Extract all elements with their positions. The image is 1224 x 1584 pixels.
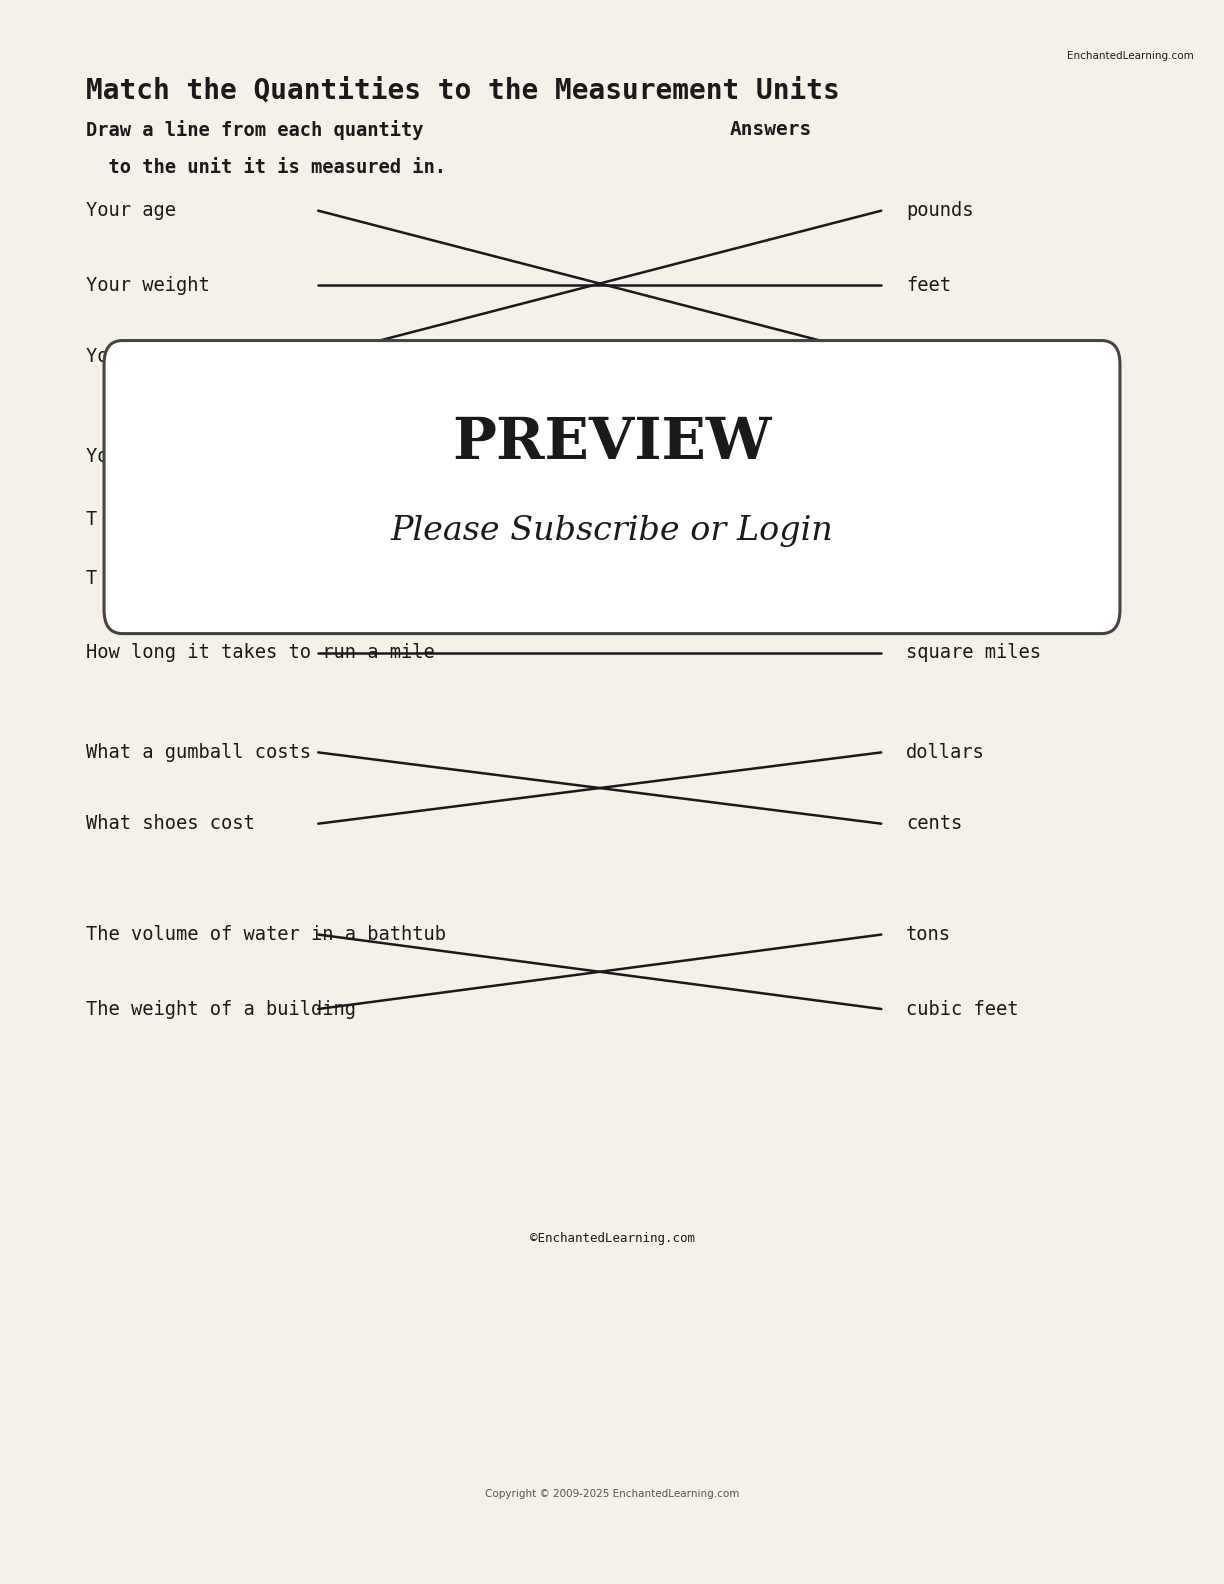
Text: cubic feet: cubic feet bbox=[906, 1000, 1018, 1019]
Text: ©EnchantedLearning.com: ©EnchantedLearning.com bbox=[530, 1232, 694, 1245]
Text: Your weight: Your weight bbox=[86, 276, 209, 295]
Text: EnchantedLearning.com: EnchantedLearning.com bbox=[1066, 51, 1193, 60]
Text: Draw a line from each quantity: Draw a line from each quantity bbox=[86, 120, 424, 141]
Text: PREVIEW: PREVIEW bbox=[452, 415, 772, 470]
Text: The weight of a building: The weight of a building bbox=[86, 1000, 356, 1019]
Text: The volume of water in a bathtub: The volume of water in a bathtub bbox=[86, 925, 446, 944]
Text: square miles: square miles bbox=[906, 643, 1040, 662]
Text: tons: tons bbox=[906, 925, 951, 944]
Text: square feet: square feet bbox=[906, 447, 1029, 466]
Text: Copyright © 2009-2025 EnchantedLearning.com: Copyright © 2009-2025 EnchantedLearning.… bbox=[485, 1489, 739, 1498]
Text: feet: feet bbox=[906, 276, 951, 295]
Text: Your age: Your age bbox=[86, 201, 176, 220]
Text: to the unit it is measured in.: to the unit it is measured in. bbox=[86, 158, 446, 177]
Text: What shoes cost: What shoes cost bbox=[86, 814, 255, 833]
Text: Match the Quantities to the Measurement Units: Match the Quantities to the Measurement … bbox=[86, 76, 840, 105]
Text: T: T bbox=[86, 569, 97, 588]
Text: Please Subscribe or Login: Please Subscribe or Login bbox=[390, 515, 834, 548]
Text: T: T bbox=[86, 510, 97, 529]
Text: Your height: Your height bbox=[86, 347, 209, 366]
Text: dollars: dollars bbox=[906, 743, 984, 762]
Text: years: years bbox=[906, 347, 962, 366]
Text: Your temperature: Your temperature bbox=[86, 447, 266, 466]
Text: What a gumball costs: What a gumball costs bbox=[86, 743, 311, 762]
Text: How long it takes to run a mile: How long it takes to run a mile bbox=[86, 643, 435, 662]
Text: pounds: pounds bbox=[906, 201, 973, 220]
FancyBboxPatch shape bbox=[104, 341, 1120, 634]
Text: Answers: Answers bbox=[730, 120, 813, 139]
Text: cents: cents bbox=[906, 814, 962, 833]
